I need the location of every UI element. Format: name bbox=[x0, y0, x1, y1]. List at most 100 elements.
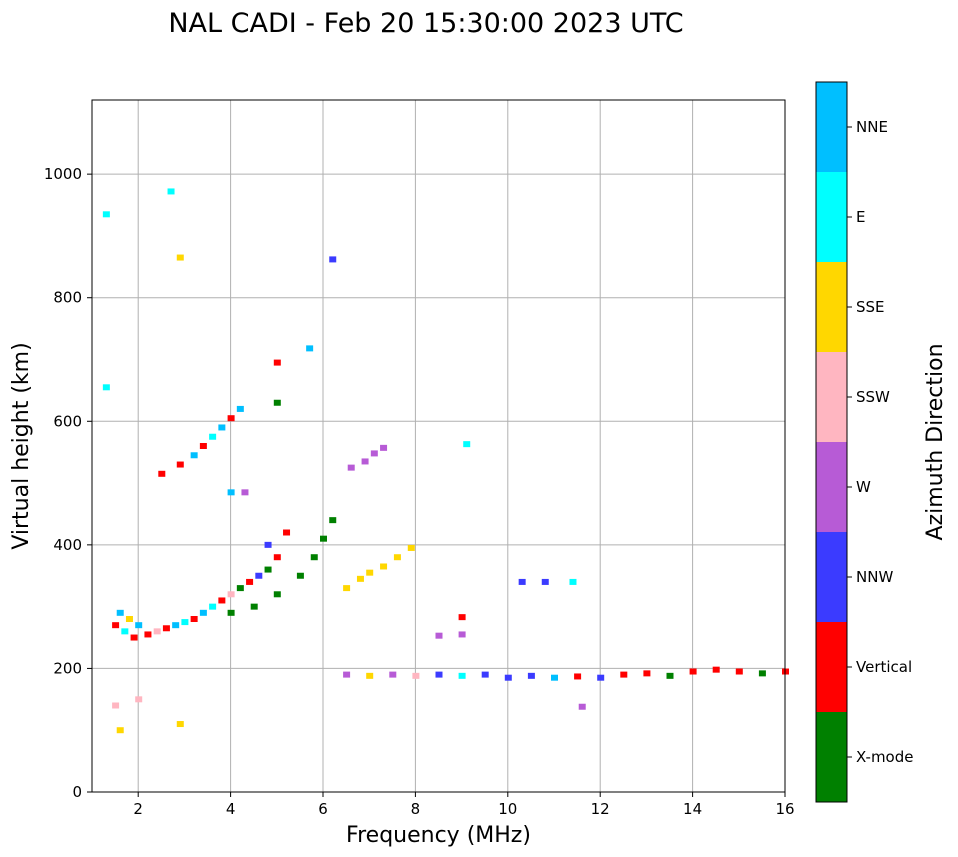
data-point bbox=[435, 632, 443, 639]
data-point bbox=[527, 672, 535, 679]
data-point bbox=[236, 405, 244, 412]
data-point bbox=[255, 572, 263, 579]
y-tick-label: 800 bbox=[53, 289, 82, 307]
data-point bbox=[116, 609, 124, 616]
data-point bbox=[135, 622, 143, 629]
x-tick-label: 10 bbox=[498, 800, 517, 818]
data-point bbox=[264, 566, 272, 573]
data-point bbox=[218, 424, 226, 431]
x-tick-label: 8 bbox=[411, 800, 421, 818]
data-point bbox=[227, 415, 235, 422]
data-point bbox=[435, 671, 443, 678]
data-point bbox=[162, 625, 170, 632]
data-point bbox=[518, 578, 526, 585]
y-axis-ticks: 0 200 400 600 800 1000 bbox=[44, 165, 92, 801]
data-point bbox=[102, 211, 110, 218]
colorbar-tick-label: NNW bbox=[856, 568, 893, 586]
data-point bbox=[296, 572, 304, 579]
data-point bbox=[264, 541, 272, 548]
data-point bbox=[116, 727, 124, 734]
data-point bbox=[380, 444, 388, 451]
data-points bbox=[102, 188, 789, 734]
data-point bbox=[463, 441, 471, 448]
data-point bbox=[246, 578, 254, 585]
colorbar-tick-label: W bbox=[856, 478, 871, 496]
data-point bbox=[130, 634, 138, 641]
data-point bbox=[273, 359, 281, 366]
colorbar-segment bbox=[816, 82, 847, 172]
data-point bbox=[551, 674, 558, 681]
data-point bbox=[167, 188, 175, 195]
data-point bbox=[569, 578, 577, 585]
data-point bbox=[458, 672, 466, 679]
data-point bbox=[273, 399, 281, 406]
colorbar-segment bbox=[816, 622, 847, 712]
colorbar-tick-label: E bbox=[856, 208, 865, 226]
data-point bbox=[218, 597, 226, 604]
data-point bbox=[458, 614, 466, 621]
data-point bbox=[190, 452, 198, 459]
data-point bbox=[199, 609, 207, 616]
data-point bbox=[227, 489, 235, 496]
x-tick-label: 6 bbox=[318, 800, 328, 818]
data-point bbox=[620, 671, 628, 678]
data-point bbox=[112, 622, 120, 629]
data-point bbox=[236, 585, 244, 592]
colorbar-segment bbox=[816, 172, 847, 262]
data-point bbox=[144, 631, 152, 638]
data-point bbox=[407, 544, 415, 551]
data-point bbox=[135, 696, 143, 703]
colorbar: X-mode Vertical NNW W SSW SSE E NNE bbox=[815, 81, 913, 803]
data-point bbox=[689, 668, 697, 675]
colorbar-tick-label: SSW bbox=[856, 388, 890, 406]
data-point bbox=[329, 517, 337, 524]
data-point bbox=[574, 673, 582, 680]
data-point bbox=[176, 721, 184, 728]
data-point bbox=[310, 554, 318, 561]
data-point bbox=[273, 591, 281, 598]
data-point bbox=[190, 616, 198, 622]
colorbar-segment bbox=[816, 712, 847, 802]
data-point bbox=[389, 671, 397, 678]
data-point bbox=[343, 671, 351, 678]
data-point bbox=[176, 461, 184, 468]
data-point bbox=[380, 563, 388, 570]
y-tick-label: 200 bbox=[53, 659, 82, 677]
y-tick-label: 600 bbox=[53, 412, 82, 430]
x-tick-label: 4 bbox=[226, 800, 236, 818]
data-point bbox=[643, 670, 651, 677]
data-point bbox=[227, 609, 235, 616]
data-point bbox=[125, 616, 133, 622]
data-point bbox=[199, 443, 207, 449]
colorbar-tick-label: Vertical bbox=[856, 658, 912, 676]
x-tick-label: 16 bbox=[775, 800, 794, 818]
data-point bbox=[121, 628, 129, 635]
colorbar-segment bbox=[816, 532, 847, 622]
data-point bbox=[320, 535, 327, 542]
data-point bbox=[209, 603, 217, 610]
colorbar-segment bbox=[816, 442, 847, 532]
data-point bbox=[227, 591, 235, 598]
data-point bbox=[578, 703, 586, 710]
data-point bbox=[541, 578, 549, 585]
data-point bbox=[112, 702, 120, 709]
x-axis-ticks: 2 4 6 8 10 12 14 16 bbox=[133, 792, 795, 818]
data-point bbox=[412, 672, 420, 679]
data-point bbox=[250, 603, 258, 610]
y-tick-label: 400 bbox=[53, 536, 82, 554]
data-point bbox=[158, 470, 166, 477]
y-tick-label: 0 bbox=[72, 783, 82, 801]
x-tick-label: 14 bbox=[683, 800, 702, 818]
data-point bbox=[209, 433, 217, 440]
data-point bbox=[758, 670, 766, 677]
x-tick-label: 12 bbox=[591, 800, 610, 818]
colorbar-segment bbox=[816, 262, 847, 352]
data-point bbox=[306, 345, 314, 352]
y-tick-label: 1000 bbox=[44, 165, 82, 183]
data-point bbox=[712, 666, 720, 673]
colorbar-tick-label: NNE bbox=[856, 118, 888, 136]
data-point bbox=[504, 674, 512, 681]
data-point bbox=[366, 569, 374, 576]
data-point bbox=[172, 622, 180, 629]
